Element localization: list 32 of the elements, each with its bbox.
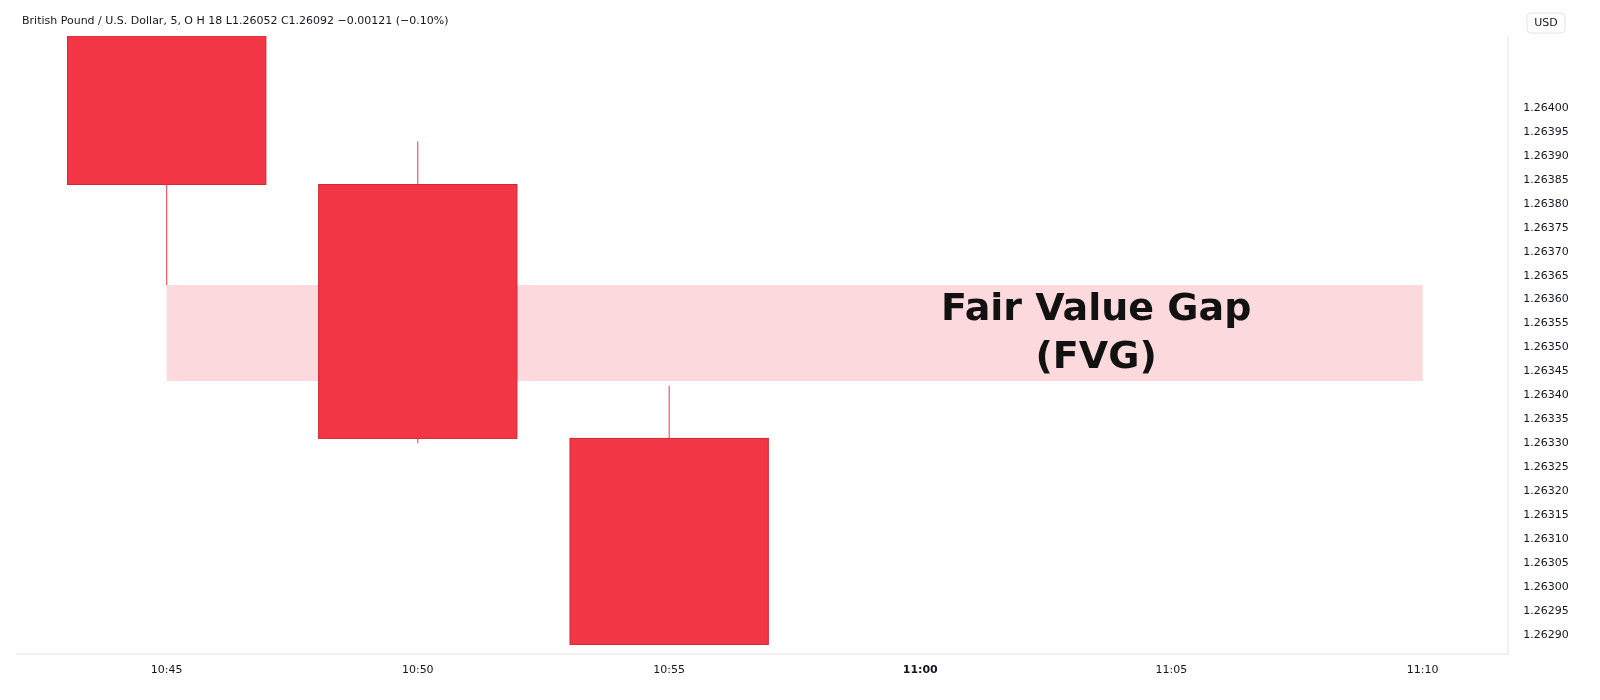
- x-tick-label: 11:10: [1406, 663, 1439, 676]
- y-tick-label: 1.26340: [1523, 388, 1569, 402]
- y-tick-label: 1.26370: [1523, 244, 1569, 258]
- y-tick-label: 1.26315: [1523, 508, 1569, 522]
- y-tick-label: 1.26380: [1523, 196, 1569, 210]
- y-tick-label: 1.26385: [1523, 172, 1569, 186]
- x-tick-label: 10:50: [401, 663, 434, 676]
- y-axis-title: USD: [1534, 16, 1558, 29]
- x-tick-label: 10:55: [653, 663, 686, 676]
- y-tick-label: 1.26355: [1523, 316, 1569, 330]
- y-tick-label: 1.26335: [1523, 412, 1569, 426]
- y-tick-label: 1.26290: [1523, 627, 1569, 641]
- y-tick-label: 1.26345: [1523, 364, 1569, 378]
- y-tick-label: 1.26360: [1523, 292, 1569, 306]
- y-tick-label: 1.26400: [1523, 100, 1569, 114]
- y-tick-label: 1.26300: [1523, 579, 1569, 593]
- y-tick-label: 1.26325: [1523, 460, 1569, 474]
- y-tick-label: 1.26395: [1523, 124, 1569, 138]
- y-tick-label: 1.26390: [1523, 148, 1569, 162]
- y-tick-label: 1.26365: [1523, 268, 1569, 282]
- y-tick-label: 1.26375: [1523, 220, 1569, 234]
- band-label: Fair Value Gap (FVG): [940, 284, 1252, 377]
- x-tick-label: 10:45: [150, 663, 183, 676]
- y-tick-label: 1.26350: [1523, 340, 1569, 354]
- y-tick-label: 1.26320: [1523, 484, 1569, 498]
- text: British Pound / U.S. Dollar, 5, O H 18 L1.26052 C1.26092 −0.00121 (−0.10%): [22, 14, 449, 27]
- x-tick-label: 11:05: [1155, 663, 1188, 676]
- y-tick-label: 1.26310: [1523, 532, 1569, 546]
- y-tick-label: 1.26295: [1523, 603, 1569, 617]
- x-tick-label: 11:00: [902, 663, 939, 676]
- y-tick-label: 1.26330: [1523, 436, 1569, 450]
- y-tick-label: 1.26305: [1523, 555, 1569, 569]
